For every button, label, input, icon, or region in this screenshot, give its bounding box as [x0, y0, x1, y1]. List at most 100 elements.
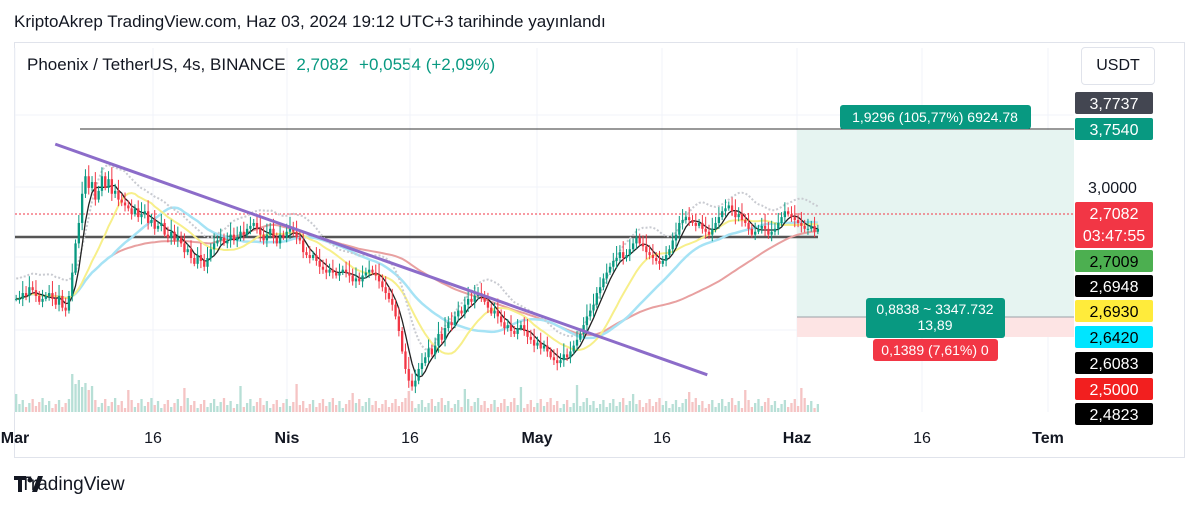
- candle: [302, 240, 305, 253]
- candle: [598, 287, 602, 294]
- candle: [691, 220, 694, 223]
- price-axis-tick: 3,0000: [1088, 180, 1137, 197]
- volume-bar: [41, 398, 44, 412]
- candle: [509, 325, 513, 331]
- symbol-title[interactable]: Phoenix / TetherUS, 4s, BINANCE: [27, 55, 286, 74]
- candle: [529, 336, 532, 340]
- volume-bar: [338, 401, 341, 412]
- volume-bar: [90, 386, 94, 412]
- volume-bar: [315, 407, 318, 412]
- candle: [51, 293, 54, 299]
- volume-bar: [556, 401, 559, 412]
- price-scale-value: 2,6083: [1090, 356, 1139, 373]
- candle: [156, 225, 160, 229]
- candle: [189, 249, 193, 258]
- volume-bar: [328, 402, 331, 412]
- volume-bar: [635, 404, 638, 412]
- volume-bar: [153, 405, 156, 412]
- volume-bar: [344, 404, 348, 412]
- volume-bar: [130, 400, 133, 412]
- candle: [226, 240, 229, 244]
- currency-button[interactable]: USDT: [1081, 47, 1155, 85]
- volume-bar: [433, 406, 437, 412]
- candle: [328, 269, 331, 273]
- price-scale-value: 3,7737: [1090, 96, 1139, 113]
- price-scale-badge: [1075, 326, 1153, 348]
- price-scale-value: 3,7540: [1090, 122, 1139, 139]
- volume-bar: [664, 401, 668, 412]
- volume-bar: [744, 390, 747, 412]
- candle: [503, 322, 506, 329]
- volume-bar: [252, 406, 255, 412]
- candle: [595, 293, 598, 305]
- candle: [123, 202, 127, 206]
- candle: [38, 295, 41, 302]
- volume-bar: [54, 404, 57, 412]
- candle: [203, 260, 206, 267]
- volume-bar: [34, 406, 38, 412]
- volume-bar: [173, 403, 176, 412]
- candle: [579, 333, 582, 340]
- candle: [186, 249, 189, 253]
- volume-bar: [259, 398, 262, 412]
- candle: [288, 228, 292, 232]
- volume-bar: [64, 403, 67, 412]
- volume-bar: [229, 401, 232, 412]
- candle: [90, 182, 94, 188]
- candle: [661, 260, 664, 264]
- candle: [179, 237, 183, 244]
- candle: [615, 258, 618, 261]
- candle: [344, 269, 348, 273]
- volume-bar: [341, 408, 344, 412]
- candle: [648, 252, 651, 256]
- price-scale-value: 2,6948: [1090, 279, 1139, 296]
- candle: [249, 225, 252, 229]
- candle: [727, 205, 730, 209]
- candle: [460, 310, 463, 314]
- candle: [443, 328, 447, 340]
- candle: [285, 231, 288, 238]
- volume-bar: [582, 402, 585, 412]
- entry-label-line: 13,89: [917, 317, 952, 333]
- volume-bar: [278, 407, 282, 412]
- candle: [463, 304, 466, 314]
- volume-bar: [579, 406, 582, 412]
- candle: [130, 208, 133, 215]
- volume-bar: [321, 399, 325, 412]
- volume-bar: [31, 399, 34, 412]
- candle: [664, 255, 668, 261]
- candle: [506, 325, 509, 329]
- volume-bar: [470, 406, 473, 412]
- candle: [490, 307, 493, 314]
- candle: [572, 345, 575, 352]
- candle: [628, 249, 631, 256]
- volume-bar: [681, 403, 684, 412]
- ma-short-line: [16, 184, 819, 378]
- volume-bar: [532, 407, 536, 412]
- price-scale-badge: [1075, 403, 1153, 425]
- volume-bar: [120, 401, 123, 412]
- candle: [450, 322, 453, 326]
- candle: [466, 298, 470, 305]
- candle: [67, 295, 71, 311]
- volume-bar: [160, 408, 163, 412]
- entry-label-line: 0,8838 ~ 3347.732: [876, 301, 993, 317]
- candle: [87, 176, 90, 188]
- candle: [658, 260, 661, 264]
- volume-bar: [542, 406, 546, 412]
- volume-bar: [275, 400, 278, 412]
- volume-bar: [730, 398, 734, 412]
- volume-bar: [262, 405, 265, 412]
- volume-bar: [189, 405, 193, 412]
- volume-bar: [589, 405, 592, 412]
- volume-bar: [678, 407, 681, 412]
- volume-bar: [658, 398, 661, 412]
- volume-bar: [245, 403, 249, 412]
- candle: [704, 228, 707, 232]
- volume-bar: [21, 400, 24, 412]
- volume-bar: [661, 405, 664, 412]
- volume-bar: [203, 400, 206, 412]
- candle: [523, 325, 526, 331]
- candle: [318, 260, 321, 267]
